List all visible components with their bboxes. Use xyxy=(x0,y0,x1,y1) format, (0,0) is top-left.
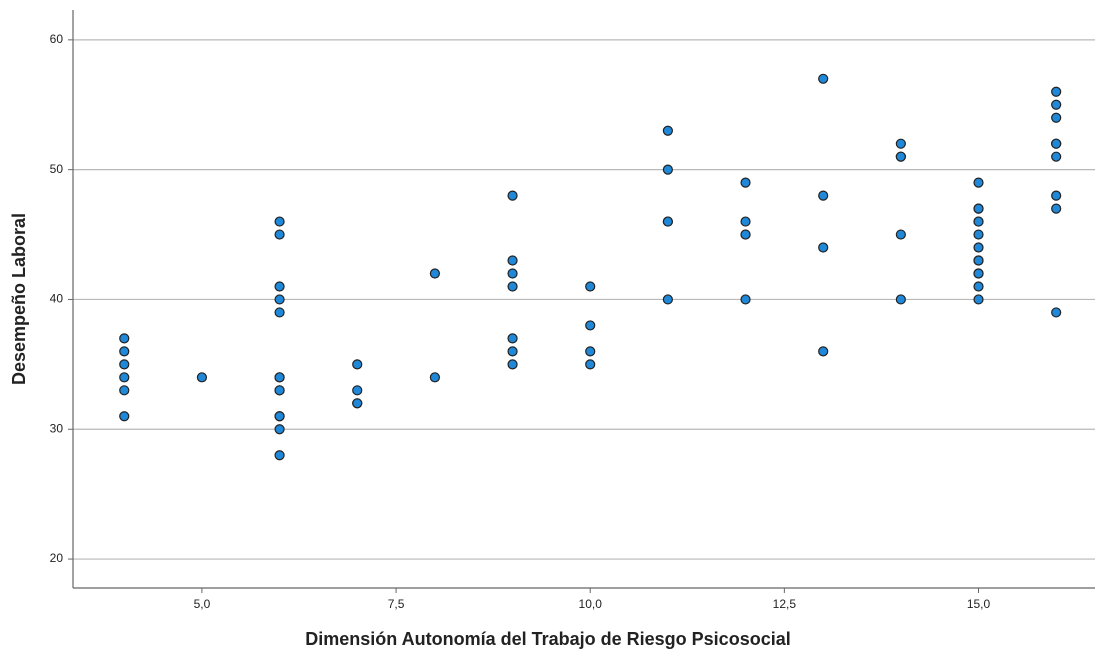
y-tick-label: 50 xyxy=(50,162,64,176)
x-tick-label: 10,0 xyxy=(579,597,603,611)
point xyxy=(895,151,906,162)
point xyxy=(274,411,285,422)
point xyxy=(895,138,906,149)
point xyxy=(196,372,208,383)
point xyxy=(119,359,130,370)
point xyxy=(585,281,596,292)
point xyxy=(352,359,363,370)
y-tick-label: 30 xyxy=(50,421,64,435)
point xyxy=(119,411,130,422)
point xyxy=(818,190,829,201)
x-tick-label: 5,0 xyxy=(194,597,211,611)
point xyxy=(662,294,673,305)
point xyxy=(1051,112,1062,123)
point xyxy=(274,281,285,292)
point xyxy=(662,164,673,175)
point xyxy=(507,190,518,201)
point xyxy=(585,346,596,357)
point xyxy=(818,346,829,357)
x-tick-label: 7,5 xyxy=(388,597,405,611)
point xyxy=(973,216,984,227)
point xyxy=(507,268,518,279)
x-axis-title: Dimensión Autonomía del Trabajo de Riesg… xyxy=(305,629,790,649)
point xyxy=(973,242,984,253)
y-axis-title: Desempeño Laboral xyxy=(9,213,29,385)
point xyxy=(818,242,829,253)
y-tick-label: 20 xyxy=(50,551,64,565)
point xyxy=(973,281,984,292)
point xyxy=(1051,190,1062,201)
point xyxy=(740,177,751,188)
point xyxy=(274,424,285,435)
point xyxy=(1051,151,1062,162)
point xyxy=(1051,99,1062,110)
point xyxy=(507,346,518,357)
point xyxy=(740,229,751,240)
point xyxy=(507,359,518,370)
point xyxy=(973,255,984,266)
point xyxy=(119,346,130,357)
y-tick-label: 40 xyxy=(50,292,64,306)
point xyxy=(973,268,984,279)
point xyxy=(274,229,285,240)
point xyxy=(119,372,130,383)
point xyxy=(1051,307,1062,318)
point xyxy=(352,398,363,409)
x-tick-label: 15,0 xyxy=(967,597,991,611)
point xyxy=(585,320,596,331)
point xyxy=(507,333,518,344)
y-tick-label: 60 xyxy=(50,32,64,46)
point xyxy=(274,372,285,383)
point xyxy=(1051,86,1062,97)
point xyxy=(895,294,906,305)
point xyxy=(585,359,596,370)
point xyxy=(507,255,518,266)
point xyxy=(507,281,518,292)
point xyxy=(973,203,984,214)
point xyxy=(740,216,751,227)
point xyxy=(274,294,285,305)
point xyxy=(274,216,285,227)
point xyxy=(274,385,285,396)
point xyxy=(662,125,673,136)
point xyxy=(429,268,440,279)
point xyxy=(973,177,984,188)
point xyxy=(1051,138,1062,149)
point xyxy=(895,229,906,240)
point xyxy=(973,229,984,240)
point xyxy=(818,73,829,84)
point xyxy=(662,216,673,227)
point xyxy=(352,385,363,396)
x-tick-label: 12,5 xyxy=(773,597,797,611)
point xyxy=(973,294,984,305)
point xyxy=(274,307,285,318)
point xyxy=(740,294,751,305)
point xyxy=(274,450,285,461)
point xyxy=(119,333,130,344)
point xyxy=(429,372,440,383)
point xyxy=(119,385,130,396)
point xyxy=(1051,203,1062,214)
